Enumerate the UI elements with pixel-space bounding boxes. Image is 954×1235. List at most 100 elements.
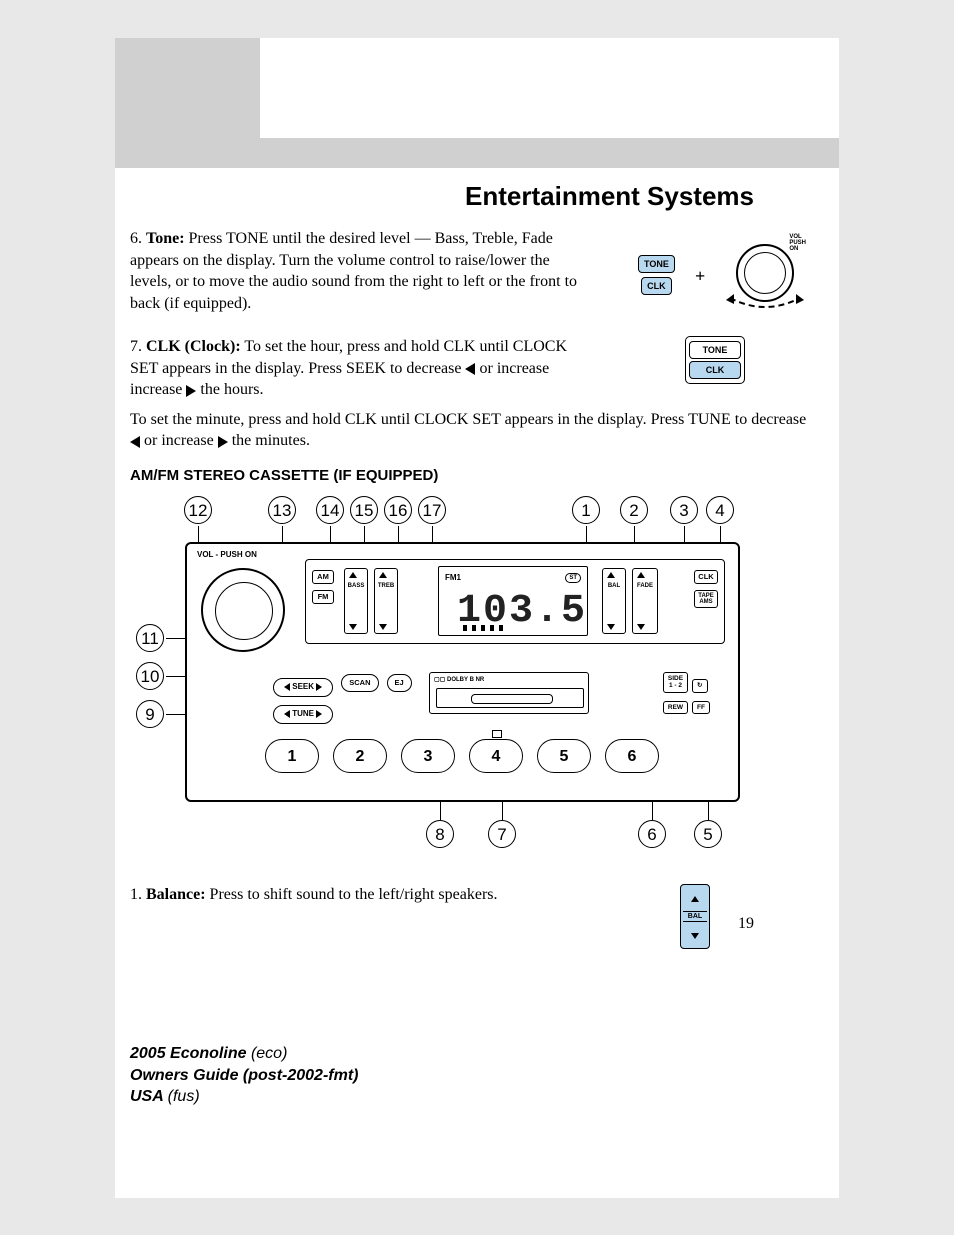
item6-num: 6. bbox=[130, 230, 146, 247]
ej-btn: EJ bbox=[387, 674, 412, 692]
callout-3: 3 bbox=[670, 496, 698, 524]
tone-knob-diagram: TONE CLK + VOLPUSHON bbox=[610, 228, 820, 328]
footer-fus: (fus) bbox=[168, 1088, 200, 1105]
side-ff-group: SIDE1 - 2 ↻ REW FF bbox=[663, 672, 710, 715]
item-7-text: 7. CLK (Clock): To set the hour, press a… bbox=[130, 336, 610, 401]
plus-icon: + bbox=[695, 264, 705, 288]
footer-eco: (eco) bbox=[251, 1045, 287, 1062]
minute-a: To set the minute, press and hold CLK un… bbox=[130, 411, 806, 428]
left-arrow-icon bbox=[465, 363, 475, 375]
treb-rocker: TREB bbox=[374, 568, 398, 634]
bal-label: BAL bbox=[603, 582, 625, 590]
tune-label: TUNE bbox=[292, 709, 314, 718]
lcd-fm1: FM1 bbox=[445, 573, 461, 584]
callout-10: 10 bbox=[136, 662, 164, 690]
clk-diagram-col: TONE CLK bbox=[610, 336, 820, 384]
preset-3: 3 bbox=[401, 739, 455, 773]
tape-btn: TAPEAMS bbox=[694, 590, 718, 608]
tone-button: TONE bbox=[638, 255, 675, 273]
item-6-row: 6. Tone: Press TONE until the desired le… bbox=[130, 228, 820, 328]
volume-knob-icon: VOLPUSHON bbox=[730, 238, 800, 308]
down-arrow-icon bbox=[349, 624, 357, 630]
treb-label: TREB bbox=[375, 582, 397, 590]
callout-6: 6 bbox=[638, 820, 666, 848]
bal-diagram: BAL bbox=[680, 884, 710, 949]
bal-btn-label: BAL bbox=[683, 911, 707, 922]
fm-btn: FM bbox=[312, 590, 334, 604]
page-title: Entertainment Systems bbox=[465, 181, 754, 212]
vol-push-label: VOL - PUSH ON bbox=[197, 550, 257, 561]
callout-13: 13 bbox=[268, 496, 296, 524]
down-arrow-icon bbox=[379, 624, 387, 630]
display-panel: AM FM BASS TREB FM1 ST bbox=[305, 559, 725, 644]
cassette-heading: AM/FM STEREO CASSETTE (IF EQUIPPED) bbox=[130, 466, 820, 486]
item7-c: the hours. bbox=[196, 381, 263, 398]
lcd: FM1 ST 103.5 bbox=[438, 566, 588, 636]
callout-15: 15 bbox=[350, 496, 378, 524]
item7-num: 7. bbox=[130, 338, 146, 355]
cassette-slot: ▢▢ DOLBY B NR bbox=[429, 672, 589, 714]
preset-2: 2 bbox=[333, 739, 387, 773]
preset-row: 1 2 3 4 5 6 bbox=[265, 739, 659, 773]
lcd-st: ST bbox=[565, 573, 581, 583]
item6-label: Tone: bbox=[146, 230, 185, 247]
footer-model: 2005 Econoline bbox=[130, 1045, 251, 1062]
minute-b: or increase bbox=[140, 432, 218, 449]
preset-5: 5 bbox=[537, 739, 591, 773]
clk-diagram: TONE CLK bbox=[685, 336, 745, 384]
right-arrow-icon bbox=[186, 385, 196, 397]
item7-b2: increase bbox=[130, 381, 186, 398]
fade-label: FADE bbox=[633, 582, 657, 590]
up-arrow-icon bbox=[379, 572, 387, 578]
bal-diagram-col: BAL bbox=[610, 884, 820, 949]
item-1-row: 1. Balance: Press to shift sound to the … bbox=[130, 884, 820, 949]
seek-label: SEEK bbox=[292, 682, 314, 691]
callout-5: 5 bbox=[694, 820, 722, 848]
item1-num: 1. bbox=[130, 886, 146, 903]
bass-label: BASS bbox=[345, 582, 367, 590]
down-arrow-icon bbox=[607, 624, 615, 630]
preset-1: 1 bbox=[265, 739, 319, 773]
dolby-label: ▢▢ DOLBY B NR bbox=[434, 676, 484, 684]
item7-b: or increase bbox=[475, 360, 549, 377]
callout-8: 8 bbox=[426, 820, 454, 848]
seek-tune-row: SEEK SCAN EJ TUNE bbox=[273, 674, 412, 728]
preset-6: 6 bbox=[605, 739, 659, 773]
lcd-bars-icon bbox=[463, 625, 503, 631]
vol-push-knob bbox=[201, 568, 285, 652]
tone-button-2: TONE bbox=[689, 341, 741, 359]
radio-body: VOL - PUSH ON AM FM BASS TREB bbox=[185, 542, 740, 802]
callout-16: 16 bbox=[384, 496, 412, 524]
down-arrow-icon bbox=[691, 933, 699, 939]
rew-btn: REW bbox=[663, 701, 688, 714]
left-arrow-icon-2 bbox=[130, 436, 140, 448]
item7-label: CLK (Clock): bbox=[146, 338, 241, 355]
callout-2: 2 bbox=[620, 496, 648, 524]
page-number: 19 bbox=[738, 915, 754, 933]
minute-c: the minutes. bbox=[228, 432, 310, 449]
callout-11: 11 bbox=[136, 624, 164, 652]
callout-7: 7 bbox=[488, 820, 516, 848]
callout-4: 4 bbox=[706, 496, 734, 524]
item1-body: Press to shift sound to the left/right s… bbox=[206, 886, 498, 903]
down-arrow-icon bbox=[637, 624, 645, 630]
bass-rocker: BASS bbox=[344, 568, 368, 634]
ff-btn: FF bbox=[692, 701, 710, 714]
footer: 2005 Econoline (eco) Owners Guide (post-… bbox=[130, 1043, 358, 1108]
side-btn: SIDE1 - 2 bbox=[663, 672, 688, 692]
footer-usa: USA bbox=[130, 1088, 168, 1105]
radio-diagram: 12 13 14 15 16 17 1 2 3 4 11 10 9 8 7 6 … bbox=[130, 494, 778, 864]
loop-icon: ↻ bbox=[692, 679, 707, 692]
page: Entertainment Systems 6. Tone: Press TON… bbox=[115, 38, 839, 1198]
callout-17: 17 bbox=[418, 496, 446, 524]
clk-btn: CLK bbox=[694, 570, 718, 584]
bal-rocker: BAL bbox=[602, 568, 626, 634]
content: 6. Tone: Press TONE until the desired le… bbox=[130, 228, 820, 957]
seek-pill: SEEK bbox=[273, 678, 333, 697]
up-arrow-icon bbox=[691, 896, 699, 902]
tune-pill: TUNE bbox=[273, 705, 333, 724]
clk-button-2: CLK bbox=[689, 361, 741, 379]
header-bar bbox=[115, 138, 839, 168]
preset-4: 4 bbox=[469, 739, 523, 773]
callout-1: 1 bbox=[572, 496, 600, 524]
